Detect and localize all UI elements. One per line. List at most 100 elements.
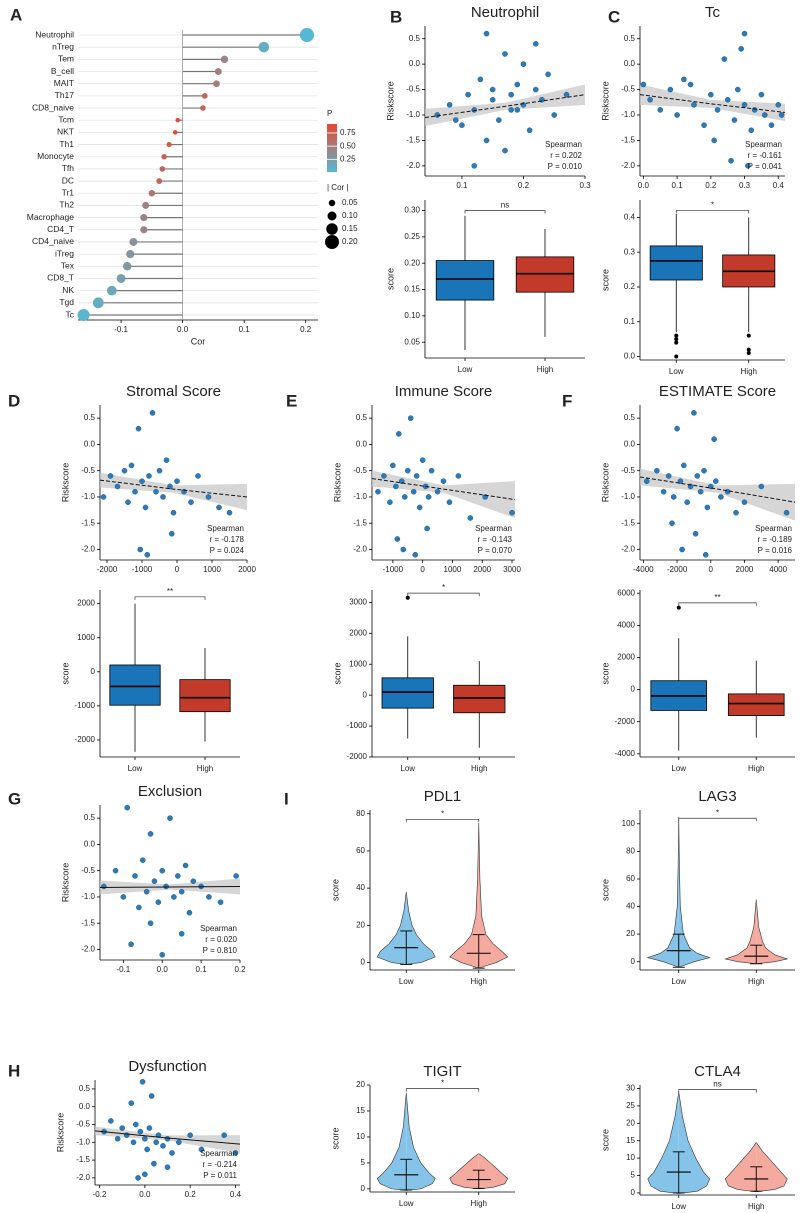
point bbox=[142, 504, 149, 511]
y-tick-label: 0.0 bbox=[409, 59, 421, 68]
point bbox=[159, 867, 166, 874]
chart-title: Exclusion bbox=[138, 783, 202, 800]
dot bbox=[116, 273, 126, 283]
point bbox=[714, 107, 721, 113]
point bbox=[508, 91, 514, 98]
violin-half bbox=[478, 823, 509, 969]
point bbox=[704, 504, 711, 511]
panel-letter: I bbox=[284, 789, 289, 808]
point bbox=[483, 137, 490, 144]
legend-title: P bbox=[327, 109, 332, 118]
point bbox=[159, 951, 166, 958]
point bbox=[440, 478, 447, 484]
outlier bbox=[405, 595, 410, 600]
x-tick-label: High bbox=[537, 365, 553, 374]
y-tick-label: -2000 bbox=[75, 735, 96, 744]
point bbox=[394, 536, 401, 542]
significance-bracket bbox=[464, 210, 546, 214]
point bbox=[178, 930, 185, 937]
y-tick-label: 5 bbox=[361, 1158, 366, 1167]
point bbox=[681, 76, 687, 83]
x-tick-label: Low bbox=[671, 1202, 686, 1211]
point bbox=[520, 102, 527, 108]
point bbox=[691, 102, 697, 108]
y-tick-label: 20 bbox=[356, 920, 365, 929]
panel-letter: C bbox=[608, 7, 620, 26]
category-label: CD4_T bbox=[47, 224, 74, 234]
point bbox=[217, 899, 224, 906]
outlier bbox=[674, 333, 679, 338]
point bbox=[381, 473, 387, 479]
point bbox=[167, 815, 173, 821]
legend-colorbar bbox=[327, 124, 337, 172]
dot bbox=[161, 153, 167, 160]
significance-label: * bbox=[441, 809, 444, 818]
category-label: MAIT bbox=[54, 78, 74, 88]
point bbox=[114, 483, 121, 490]
annotation: Spearman bbox=[745, 140, 782, 149]
annotation: Spearman bbox=[207, 524, 244, 533]
y-tick-label: 0.0 bbox=[624, 59, 636, 68]
point bbox=[721, 56, 728, 62]
significance-bracket bbox=[678, 817, 757, 822]
point bbox=[398, 478, 405, 484]
point bbox=[483, 30, 490, 37]
y-tick-label: -1.0 bbox=[76, 1137, 90, 1146]
y-tick-label: -1.5 bbox=[353, 518, 367, 527]
y-tick-label: 6000 bbox=[617, 588, 635, 597]
legend-tick-label: 0.75 bbox=[340, 128, 356, 137]
x-tick-label: 2000 bbox=[238, 565, 256, 574]
x-tick-label: 0.2 bbox=[234, 965, 246, 974]
y-tick-label: 40 bbox=[626, 902, 635, 911]
violin-half bbox=[376, 891, 407, 965]
fit-line bbox=[94, 1130, 241, 1145]
point bbox=[205, 494, 212, 500]
point bbox=[176, 1139, 182, 1146]
x-tick-label: 0.1 bbox=[196, 965, 208, 974]
point bbox=[738, 46, 744, 52]
significance-label: ns bbox=[501, 201, 509, 210]
point bbox=[647, 96, 653, 103]
y-tick-label: 10 bbox=[356, 1132, 365, 1141]
y-tick-label: 0.5 bbox=[79, 1084, 91, 1093]
point bbox=[125, 499, 131, 506]
point bbox=[160, 494, 166, 500]
y-tick-label: 20 bbox=[626, 1118, 635, 1127]
y-axis-label: score bbox=[600, 662, 610, 684]
y-tick-label: -1.5 bbox=[76, 1155, 90, 1164]
confidence-band bbox=[372, 470, 515, 518]
chart-title: LAG3 bbox=[698, 788, 736, 805]
legend-tick-label: 0.25 bbox=[340, 154, 356, 163]
point bbox=[532, 40, 539, 47]
x-tick-label: Low bbox=[400, 764, 415, 773]
annotation: Spearman bbox=[545, 140, 582, 149]
y-axis-label: Riskscore bbox=[385, 81, 395, 121]
legend-size-label: 0.20 bbox=[342, 237, 358, 246]
point bbox=[146, 1125, 153, 1131]
point bbox=[733, 509, 739, 516]
point bbox=[142, 1135, 148, 1142]
point bbox=[434, 112, 441, 118]
y-tick-label: -1000 bbox=[347, 721, 368, 730]
point bbox=[164, 1135, 171, 1142]
outlier bbox=[746, 333, 751, 338]
x-tick-label: High bbox=[748, 1202, 764, 1211]
point bbox=[121, 467, 128, 474]
y-axis-label: Riskscore bbox=[600, 463, 610, 503]
panel-letter: G bbox=[8, 789, 21, 808]
point bbox=[758, 91, 765, 98]
annotation: r = 0.202 bbox=[550, 151, 582, 160]
point bbox=[670, 494, 677, 500]
box bbox=[435, 260, 495, 301]
category-label: Monocyte bbox=[37, 151, 74, 161]
category-label: nTreg bbox=[52, 41, 74, 51]
dot bbox=[258, 41, 270, 53]
point bbox=[532, 86, 539, 93]
box bbox=[649, 245, 703, 281]
fit-line bbox=[424, 94, 586, 119]
category-label: CD4_naive bbox=[32, 236, 74, 246]
x-tick-label: 1000 bbox=[444, 565, 462, 574]
dot bbox=[140, 214, 148, 222]
outlier bbox=[674, 340, 679, 345]
annotation: Spearman bbox=[200, 924, 237, 933]
